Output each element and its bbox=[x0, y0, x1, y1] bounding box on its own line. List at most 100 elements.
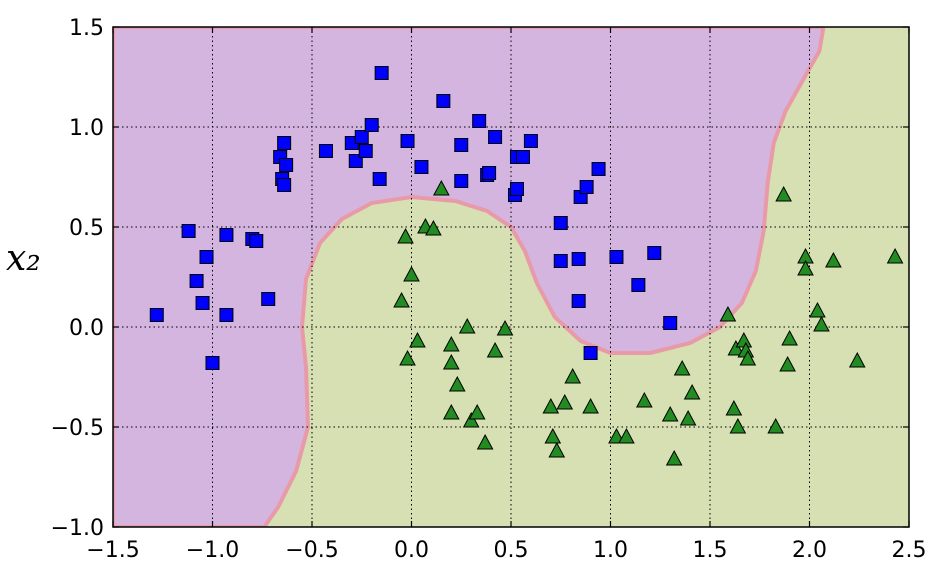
y-axis-label: x₂ bbox=[6, 238, 41, 279]
triangle-marker bbox=[564, 367, 582, 384]
square-marker bbox=[414, 160, 429, 174]
square-marker bbox=[515, 150, 530, 164]
square-marker bbox=[400, 134, 415, 148]
square-marker bbox=[631, 278, 646, 292]
y-tick-label: 0.0 bbox=[69, 316, 104, 341]
triangle-marker bbox=[458, 317, 476, 334]
square-marker bbox=[663, 316, 678, 330]
x-tick-label: 1.5 bbox=[693, 538, 728, 563]
square-marker bbox=[488, 130, 503, 144]
square-marker bbox=[472, 114, 487, 128]
square-marker bbox=[358, 144, 373, 158]
square-marker bbox=[354, 130, 369, 144]
triangle-marker bbox=[767, 417, 785, 434]
x-tick-label: 2.0 bbox=[792, 538, 827, 563]
x-tick-label: −0.5 bbox=[285, 538, 338, 563]
triangle-marker bbox=[608, 427, 625, 444]
triangle-marker bbox=[618, 427, 635, 444]
y-tick-label: 1.5 bbox=[69, 16, 104, 41]
square-marker bbox=[279, 158, 294, 172]
triangle-marker bbox=[781, 329, 798, 346]
y-tick-label: 1.0 bbox=[69, 116, 104, 141]
square-marker bbox=[261, 292, 276, 306]
triangle-marker bbox=[727, 339, 745, 356]
decision-boundary bbox=[113, 27, 826, 527]
square-marker bbox=[372, 172, 387, 186]
triangle-marker bbox=[779, 355, 796, 372]
square-marker bbox=[609, 250, 624, 264]
triangle-marker bbox=[409, 331, 426, 348]
triangle-marker bbox=[809, 301, 826, 318]
x-tick-label: 1.0 bbox=[593, 538, 628, 563]
square-marker bbox=[571, 252, 586, 266]
triangle-marker bbox=[582, 397, 599, 414]
triangle-marker bbox=[442, 335, 460, 352]
square-marker bbox=[195, 296, 210, 310]
triangle-marker bbox=[448, 375, 466, 392]
triangle-marker bbox=[813, 315, 830, 332]
triangle-marker bbox=[725, 399, 743, 416]
square-marker bbox=[454, 138, 469, 152]
square-marker bbox=[364, 118, 379, 132]
plot-area bbox=[113, 27, 909, 527]
triangle-marker bbox=[635, 391, 653, 408]
x-tick-label: −1.0 bbox=[186, 538, 239, 563]
triangle-marker bbox=[468, 403, 486, 420]
square-marker bbox=[482, 166, 497, 180]
square-marker bbox=[374, 66, 389, 80]
y-tick-label: 0.5 bbox=[69, 216, 104, 241]
x-tick-label: 0.5 bbox=[494, 538, 529, 563]
y-axis-ticks: −1.0 −0.5 0.0 0.5 1.0 1.5 bbox=[51, 16, 909, 541]
triangle-marker bbox=[775, 185, 792, 202]
triangle-marker bbox=[719, 305, 737, 322]
triangle-marker bbox=[476, 433, 494, 450]
triangle-marker bbox=[661, 405, 679, 422]
triangle-marker bbox=[425, 219, 442, 236]
triangle-marker bbox=[739, 349, 757, 366]
triangle-marker bbox=[442, 353, 460, 370]
square-marker bbox=[509, 182, 524, 196]
triangle-marker bbox=[397, 227, 414, 244]
x-tick-label: 2.5 bbox=[892, 538, 927, 563]
square-marker bbox=[181, 224, 196, 238]
triangle-marker bbox=[496, 319, 514, 336]
square-marker bbox=[454, 174, 469, 188]
triangle-marker bbox=[462, 411, 480, 428]
triangle-marker bbox=[403, 265, 420, 282]
triangle-marker bbox=[673, 359, 691, 376]
triangle-marker bbox=[683, 383, 701, 400]
triangle-marker bbox=[544, 427, 562, 444]
triangle-marker bbox=[399, 349, 416, 366]
x-tick-label: −1.5 bbox=[86, 538, 139, 563]
square-marker bbox=[189, 274, 204, 288]
square-marker bbox=[436, 94, 451, 108]
triangle-marker bbox=[797, 259, 814, 276]
triangle-marker bbox=[886, 247, 904, 264]
square-marker bbox=[277, 178, 292, 192]
triangle-marker bbox=[486, 341, 504, 358]
square-marker bbox=[553, 254, 568, 268]
square-marker bbox=[591, 162, 606, 176]
square-marker bbox=[583, 346, 598, 360]
square-marker bbox=[205, 356, 220, 370]
data-points bbox=[149, 66, 904, 466]
triangle-marker bbox=[825, 251, 842, 268]
decision-region-class0 bbox=[113, 27, 824, 527]
triangle-marker bbox=[556, 393, 574, 410]
triangle-marker bbox=[848, 351, 866, 368]
square-marker bbox=[523, 134, 538, 148]
y-tick-label: −0.5 bbox=[51, 416, 104, 441]
square-marker bbox=[249, 234, 264, 248]
square-marker bbox=[553, 216, 568, 230]
square-marker bbox=[277, 136, 292, 150]
x-tick-label: 0.0 bbox=[394, 538, 429, 563]
triangle-marker bbox=[679, 409, 697, 426]
x-axis-ticks: −1.5 −1.0 −0.5 0.0 0.5 1.0 1.5 2.0 2.5 bbox=[86, 27, 927, 563]
square-marker bbox=[579, 180, 594, 194]
square-marker bbox=[199, 250, 214, 264]
triangle-marker bbox=[548, 441, 566, 458]
y-tick-label: −1.0 bbox=[51, 516, 104, 541]
square-marker bbox=[571, 294, 586, 308]
triangle-marker bbox=[393, 291, 410, 308]
